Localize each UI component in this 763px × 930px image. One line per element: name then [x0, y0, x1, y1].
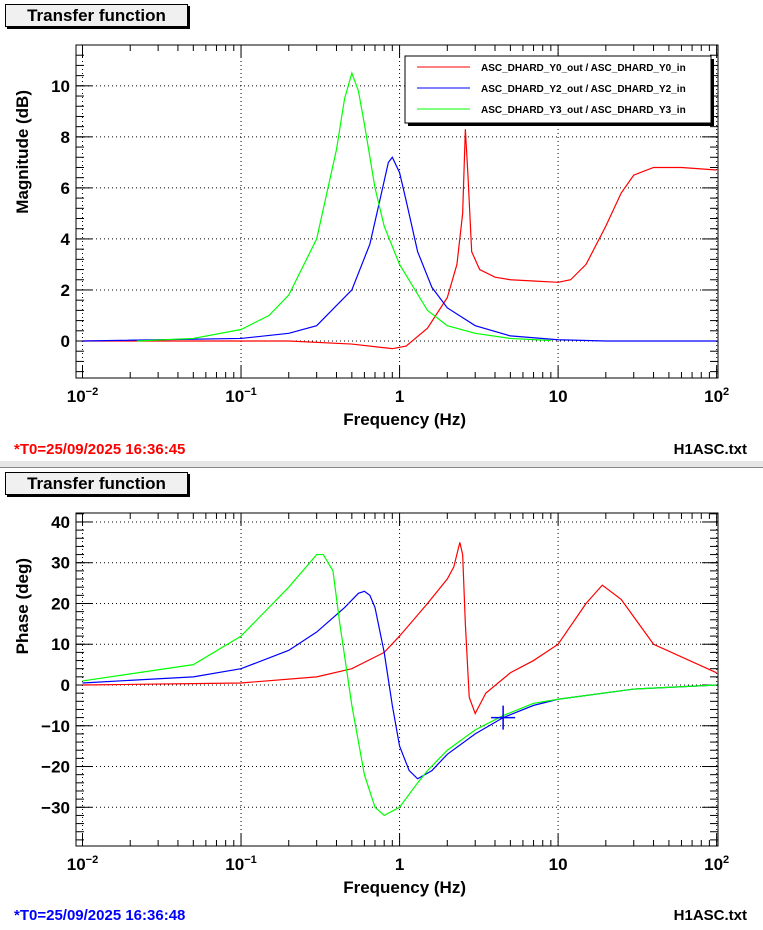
x-axis-label: Frequency (Hz) — [343, 410, 466, 429]
y-tick-label: 6 — [61, 179, 70, 198]
y-axis-label: Magnitude (dB) — [13, 90, 32, 214]
y-tick-label: 10 — [51, 635, 70, 654]
series-line-0 — [82, 129, 717, 350]
x-tick-label: 10−2 — [67, 386, 98, 406]
x-tick-label: 10−1 — [225, 386, 256, 406]
x-axis-label: Frequency (Hz) — [343, 878, 466, 897]
y-tick-label: −30 — [41, 798, 70, 817]
series-line-2 — [136, 71, 551, 342]
y-tick-label: 2 — [61, 281, 70, 300]
series-line-0 — [82, 542, 717, 716]
phase-chart: 10−2 10−1 1 10 102 −30 −20 −10 0 10 20 30 40 Frequenc… — [13, 512, 729, 897]
y-axis-label: Phase (deg) — [13, 558, 32, 654]
y-tick-label: 30 — [51, 554, 70, 573]
x-tick-label: 102 — [704, 386, 729, 406]
magnitude-chart: 10−2 10−1 1 10 102 0 2 4 6 8 10 Frequency (Hz) Magni… — [13, 44, 729, 429]
y-tick-label: 40 — [51, 513, 70, 532]
bottom-timestamp: *T0=25/09/2025 16:36:48 — [14, 907, 186, 924]
y-tick-label: −10 — [41, 717, 70, 736]
y-tick-label: 8 — [61, 128, 70, 147]
y-tick-label: −20 — [41, 758, 70, 777]
y-tick-label: 0 — [61, 676, 70, 695]
legend-entry: ASC_DHARD_Y2_out / ASC_DHARD_Y2_in — [481, 84, 686, 95]
plot-frame — [75, 44, 719, 379]
x-tick-label: 1 — [395, 855, 404, 874]
plot-frame — [75, 512, 719, 847]
pad-separator — [0, 461, 763, 468]
y-tick-label: 10 — [51, 77, 70, 96]
legend-entry: ASC_DHARD_Y3_out / ASC_DHARD_Y3_in — [481, 105, 686, 116]
x-tick-label: 102 — [704, 854, 729, 874]
bottom-title-box: Transfer function — [5, 472, 188, 495]
top-timestamp: *T0=25/09/2025 16:36:45 — [14, 441, 186, 458]
top-filename: H1ASC.txt — [673, 441, 747, 458]
y-tick-label: 4 — [61, 230, 71, 249]
bottom-filename: H1ASC.txt — [673, 907, 747, 924]
x-tick-label: 10 — [549, 855, 568, 874]
series-line-1 — [82, 590, 717, 780]
x-tick-label: 10−2 — [67, 854, 98, 874]
top-title-box: Transfer function — [5, 4, 188, 27]
x-tick-label: 10−1 — [225, 854, 256, 874]
series-line-2 — [82, 553, 717, 817]
series-line-1 — [82, 156, 717, 342]
x-tick-label: 1 — [395, 387, 404, 406]
y-tick-label: 0 — [61, 332, 70, 351]
legend-entry: ASC_DHARD_Y0_out / ASC_DHARD_Y0_in — [481, 63, 686, 74]
x-tick-label: 10 — [549, 387, 568, 406]
y-tick-label: 20 — [51, 594, 70, 613]
